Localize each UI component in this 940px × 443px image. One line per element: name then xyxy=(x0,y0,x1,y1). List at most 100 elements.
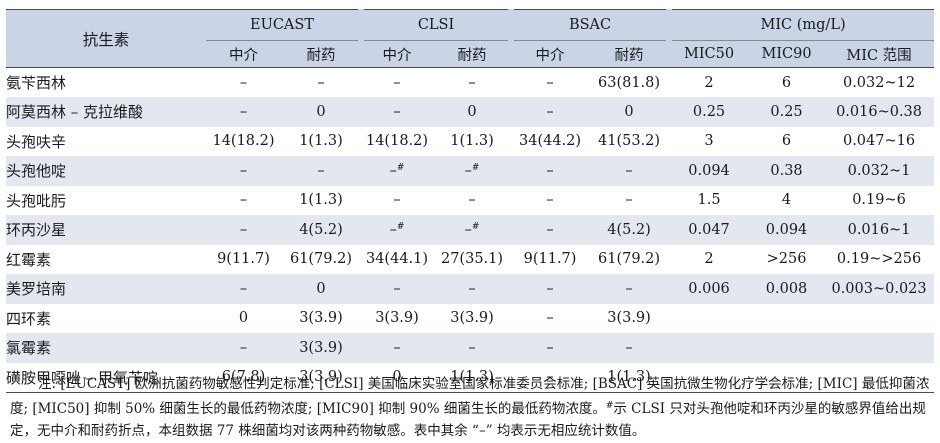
table-cell xyxy=(749,333,825,363)
table-body: 氨苄西林 – – – – – 63(81.8) 2 6 0.032~1 2 阿莫西… xyxy=(6,68,935,393)
table-cell xyxy=(669,362,750,393)
header-row-groups: 抗生素 EUCAST CLSI BSAC MIC (mg/L) xyxy=(6,9,935,68)
table-cell: 1(1.3) xyxy=(450,133,494,150)
table-cell: 4(5.2) xyxy=(281,215,362,245)
subheader-eucast-intermediate: 中介 xyxy=(206,40,281,68)
table-cell: 1.5 xyxy=(697,192,721,209)
table-cell: 0.38 xyxy=(749,156,825,186)
table-cell: 2 xyxy=(704,251,714,268)
table-row: 头孢呋辛 14(18.2) 1(1.3) 14(18.2) 1(1.3) 34(… xyxy=(6,127,934,157)
table-cell: 0.032~1 xyxy=(824,156,935,186)
table-cell: 0.047~16 xyxy=(842,133,916,150)
table-row: 阿莫西林 – 克拉维酸 – 0 – 0 – 0 0.25 0.25 0.016~… xyxy=(6,97,935,127)
table-cell: – xyxy=(511,274,590,304)
footnote-mark: # xyxy=(396,221,405,232)
table-cell: – xyxy=(511,362,590,393)
drug-name: 头孢呋辛 xyxy=(6,132,67,151)
table-cell: 0 xyxy=(433,97,512,127)
table-cell: 63(81.8) xyxy=(598,74,661,91)
table-cell: – xyxy=(361,333,434,363)
table-row: 环丙沙星 – 4(5.2) –# –# – 4(5.2) 0.047 0.094… xyxy=(6,215,935,245)
table-cell: 0.19~6 xyxy=(852,192,906,209)
table-cell xyxy=(669,333,750,363)
table-cell: – xyxy=(546,192,554,209)
table-cell: – xyxy=(511,97,590,127)
table-row: 磺胺甲噁唑 – 甲氧苄啶 6(7.8) 3(3.9) 0 1(1.3) – 1(… xyxy=(6,362,935,393)
table-cell: – xyxy=(317,74,325,91)
table-cell: – xyxy=(546,310,554,327)
table-cell: – xyxy=(468,74,476,91)
subheader-bsac-intermediate: 中介 xyxy=(511,40,590,68)
group-header-mic: MIC (mg/L) xyxy=(666,9,935,41)
drug-name: 磺胺甲噁唑 – 甲氧苄啶 xyxy=(6,362,206,393)
drug-name: 头孢他啶 xyxy=(6,156,206,186)
table-cell: – xyxy=(206,333,281,363)
subheader-mic50: MIC50 xyxy=(669,40,750,68)
table-cell: 0.094 xyxy=(749,215,825,245)
table-cell: 1(1.3) xyxy=(299,133,343,150)
table-cell: 0.094 xyxy=(669,156,750,186)
table-cell: – xyxy=(511,215,590,245)
table-cell: 6 xyxy=(781,133,792,150)
table-cell: 0 xyxy=(281,274,362,304)
subheader-mic-range: MIC 范围 xyxy=(824,40,935,68)
table-cell xyxy=(749,304,824,334)
table-cell: – xyxy=(206,274,281,304)
table-cell: – xyxy=(361,274,434,304)
footnote-mark: # xyxy=(471,221,480,232)
col-header-drug: 抗生素 xyxy=(6,9,206,68)
table-cell: – xyxy=(281,156,362,186)
table-cell: –# xyxy=(433,215,512,245)
table-cell: 0 xyxy=(361,362,434,393)
table-cell xyxy=(824,333,935,363)
table-cell: – xyxy=(625,192,633,209)
table-cell: >256 xyxy=(766,251,807,268)
table-cell: – xyxy=(206,156,281,186)
table-cell: 0.25 xyxy=(749,97,825,127)
subheader-clsi-resistant: 耐药 xyxy=(433,40,512,68)
table-row: 头孢吡肟 – 1(1.3) – – – – 1.5 4 0.19~6 xyxy=(6,186,934,216)
table-cell: 27(35.1) xyxy=(440,251,504,268)
table-cell: 3(3.9) xyxy=(281,362,362,393)
table-cell: 0.006 xyxy=(669,274,750,304)
table-cell: 3(3.9) xyxy=(450,310,494,327)
group-header-clsi: CLSI xyxy=(358,9,515,41)
table-cell: 3(3.9) xyxy=(375,310,419,327)
table-cell: – xyxy=(239,192,248,209)
table-cell: 2 xyxy=(704,74,714,91)
antibiotic-resistance-table: 抗生素 EUCAST CLSI BSAC MIC (mg/L) 中介 耐药 中介… xyxy=(6,9,935,393)
table-cell: – xyxy=(433,274,512,304)
table-cell: 34(44.1) xyxy=(365,251,429,268)
table-cell xyxy=(669,304,749,334)
drug-name: 头孢吡肟 xyxy=(6,191,67,210)
table-cell: 0 xyxy=(589,97,670,127)
table-cell: 9(11.7) xyxy=(217,251,270,268)
table-cell: – xyxy=(239,74,248,91)
table-cell: –# xyxy=(361,215,434,245)
table-cell xyxy=(749,362,825,393)
table-cell xyxy=(824,304,934,334)
drug-name: 氨苄西林 xyxy=(6,74,67,92)
table-cell: – xyxy=(206,97,281,127)
drug-name: 红霉素 xyxy=(6,250,52,269)
table-cell: – xyxy=(206,215,281,245)
table-cell: – xyxy=(468,192,476,209)
table-cell: 14(18.2) xyxy=(212,133,275,150)
table-row: 氯霉素 – 3(3.9) – – – – xyxy=(6,333,935,363)
table-cell: – xyxy=(546,74,554,91)
table-cell: – xyxy=(511,156,590,186)
table-footnote: 注: [EUCAST] 欧洲抗菌药物敏感性判定标准; [CLSI] 美国临床实验… xyxy=(10,373,930,442)
table-cell: 41(53.2) xyxy=(598,133,661,150)
drug-name: 阿莫西林 – 克拉维酸 xyxy=(6,97,206,127)
drug-name: 环丙沙星 xyxy=(6,215,206,245)
table-cell xyxy=(824,362,935,393)
footnote-mark: # xyxy=(396,162,405,173)
table-cell: 0.25 xyxy=(669,97,750,127)
subheader-bsac-resistant: 耐药 xyxy=(589,40,670,68)
table-cell: 6 xyxy=(781,74,792,91)
footnote-text-part1: 注: [EUCAST] 欧洲抗菌药物敏感性判定标准; [CLSI] 美国临床实验… xyxy=(10,376,930,417)
table-row: 美罗培南 – 0 – – – – 0.006 0.008 0.003~0.023 xyxy=(6,274,935,304)
table-cell: 14(18.2) xyxy=(365,133,429,150)
table-cell: 3 xyxy=(704,133,714,150)
table-cell: 3(3.9) xyxy=(607,310,651,327)
